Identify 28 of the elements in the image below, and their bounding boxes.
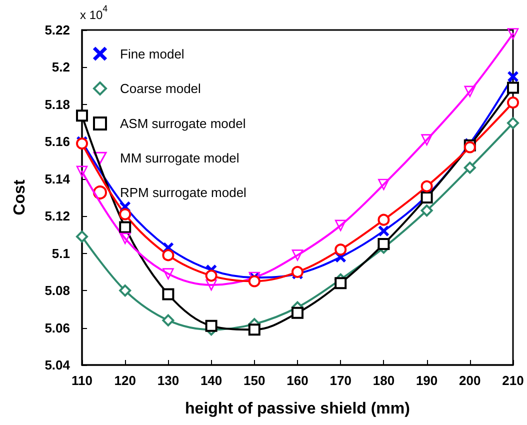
y-tick-label: 5.14: [44, 171, 71, 186]
y-tick-label: 5.06: [44, 320, 70, 336]
y-tick-label: 5.2: [52, 60, 70, 75]
x-tick-label: 120: [114, 373, 136, 388]
x-tick-label: 110: [72, 373, 92, 388]
y-tick-label: 5.18: [44, 96, 70, 112]
y-tick-label: 5.04: [44, 358, 71, 372]
y-tick-label: 5.22: [44, 22, 70, 38]
x-tick-label: 170: [330, 373, 352, 388]
x-tick-label: 200: [459, 373, 481, 388]
y-tick-label: 5.1: [52, 246, 70, 261]
legend-label: MM surrogate model: [120, 150, 240, 166]
legend-label: RPM surrogate model: [120, 185, 247, 200]
y-tick-label: 5.08: [44, 283, 70, 298]
legend-label: Fine model: [120, 46, 184, 62]
y-axis-title: Cost: [12, 179, 28, 216]
y-tick-label: 5.12: [44, 208, 70, 224]
legend-label: ASM surrogate model: [120, 116, 246, 131]
x-tick-label: 160: [286, 373, 308, 388]
y-tick-label: 5.16: [44, 134, 70, 150]
x-tick-label: 130: [157, 373, 180, 388]
x-tick-label: 190: [416, 373, 438, 388]
x-axis-title: height of passive shield (mm): [185, 400, 410, 418]
x-tick-label: 150: [244, 373, 266, 388]
x-tick-label: 210: [502, 373, 524, 388]
x-tick-label: 180: [372, 373, 395, 388]
legend-label: Coarse model: [120, 81, 202, 96]
x-tick-label: 140: [200, 373, 222, 388]
